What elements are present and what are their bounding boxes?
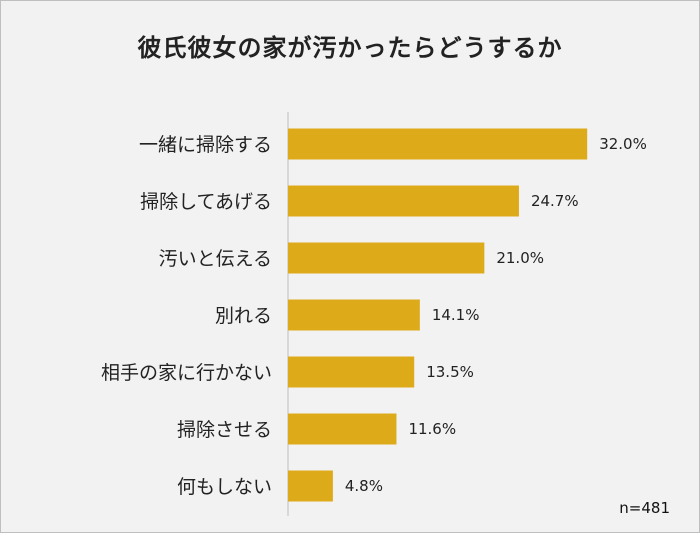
sample-size-note: n=481 — [619, 499, 670, 517]
value-label-5: 11.6% — [408, 420, 456, 438]
category-label-4: 相手の家に行かない — [101, 362, 272, 384]
category-label-5: 掃除させる — [177, 419, 272, 441]
value-label-3: 14.1% — [432, 306, 480, 324]
bar-1 — [288, 185, 519, 217]
bar-6 — [288, 470, 333, 502]
category-label-1: 掃除してあげる — [140, 191, 272, 213]
category-label-6: 何もしない — [177, 476, 272, 498]
category-label-3: 別れる — [215, 305, 272, 327]
bar-2 — [288, 242, 485, 274]
bar-5 — [288, 413, 397, 445]
bar-3 — [288, 299, 420, 331]
chart-title: 彼氏彼女の家が汚かったらどうするか — [137, 34, 563, 62]
value-label-2: 21.0% — [496, 249, 544, 267]
bar-4 — [288, 356, 415, 388]
category-label-2: 汚いと伝える — [159, 248, 272, 270]
bar-0 — [288, 128, 588, 160]
value-label-4: 13.5% — [426, 363, 474, 381]
value-label-0: 32.0% — [599, 135, 647, 153]
value-label-1: 24.7% — [531, 192, 579, 210]
category-label-0: 一緒に掃除する — [139, 134, 272, 156]
value-label-6: 4.8% — [345, 477, 383, 495]
